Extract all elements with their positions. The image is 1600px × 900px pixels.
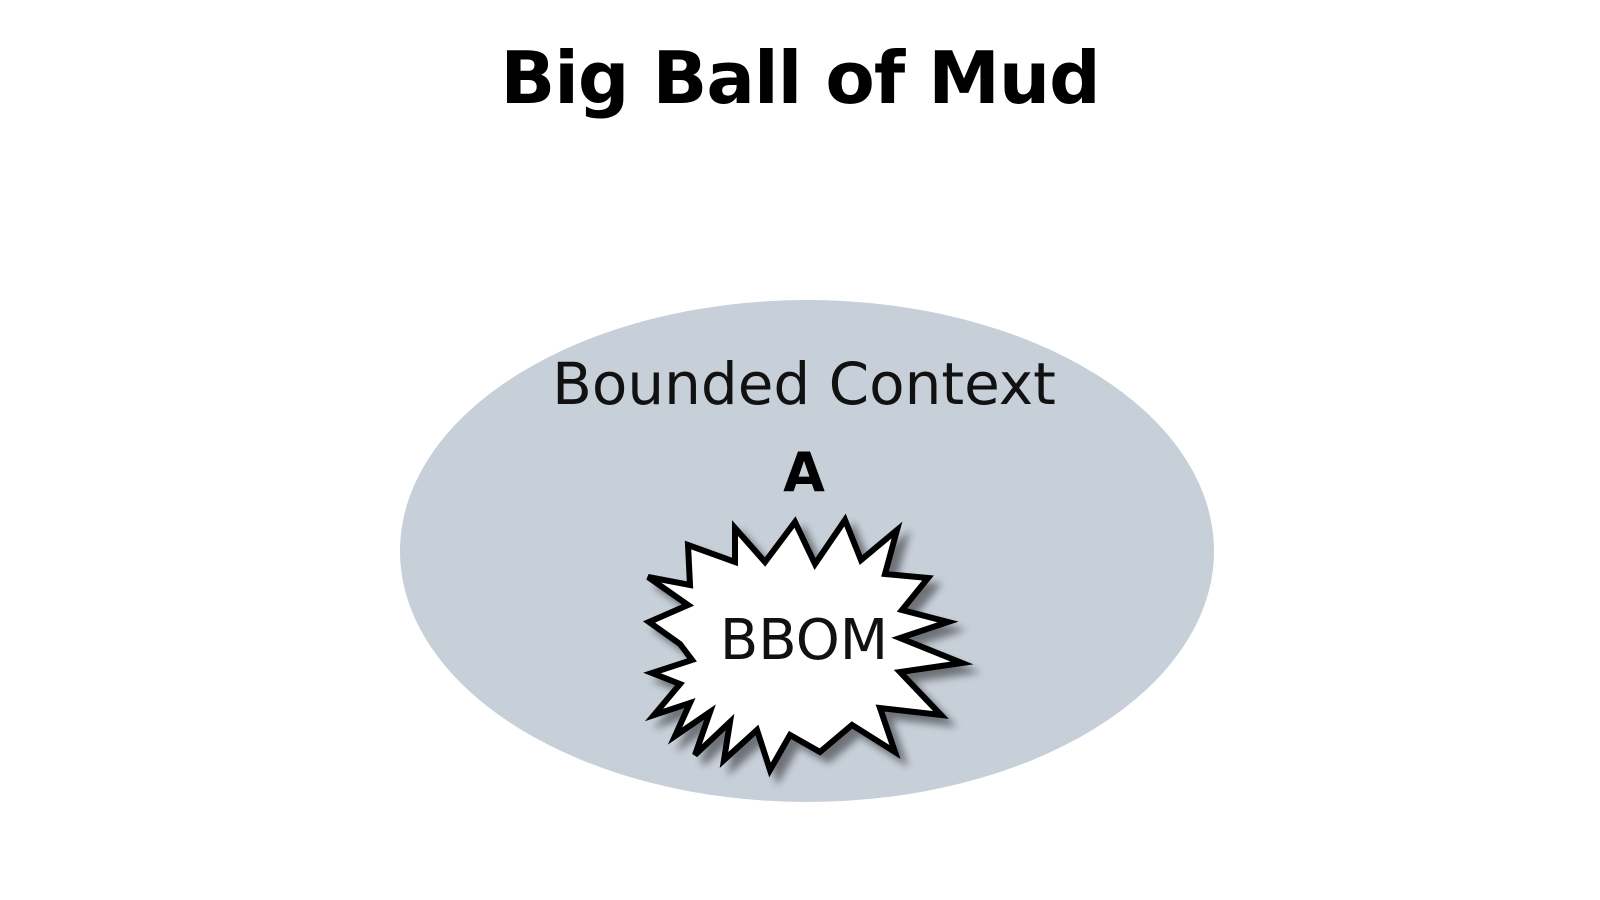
bbom-label: BBOM [720,608,888,673]
bbom-starburst [642,513,974,778]
bounded-context-name: A [783,441,825,504]
slide-title: Big Ball of Mud [500,36,1100,120]
bounded-context-label: Bounded Context [552,350,1056,418]
